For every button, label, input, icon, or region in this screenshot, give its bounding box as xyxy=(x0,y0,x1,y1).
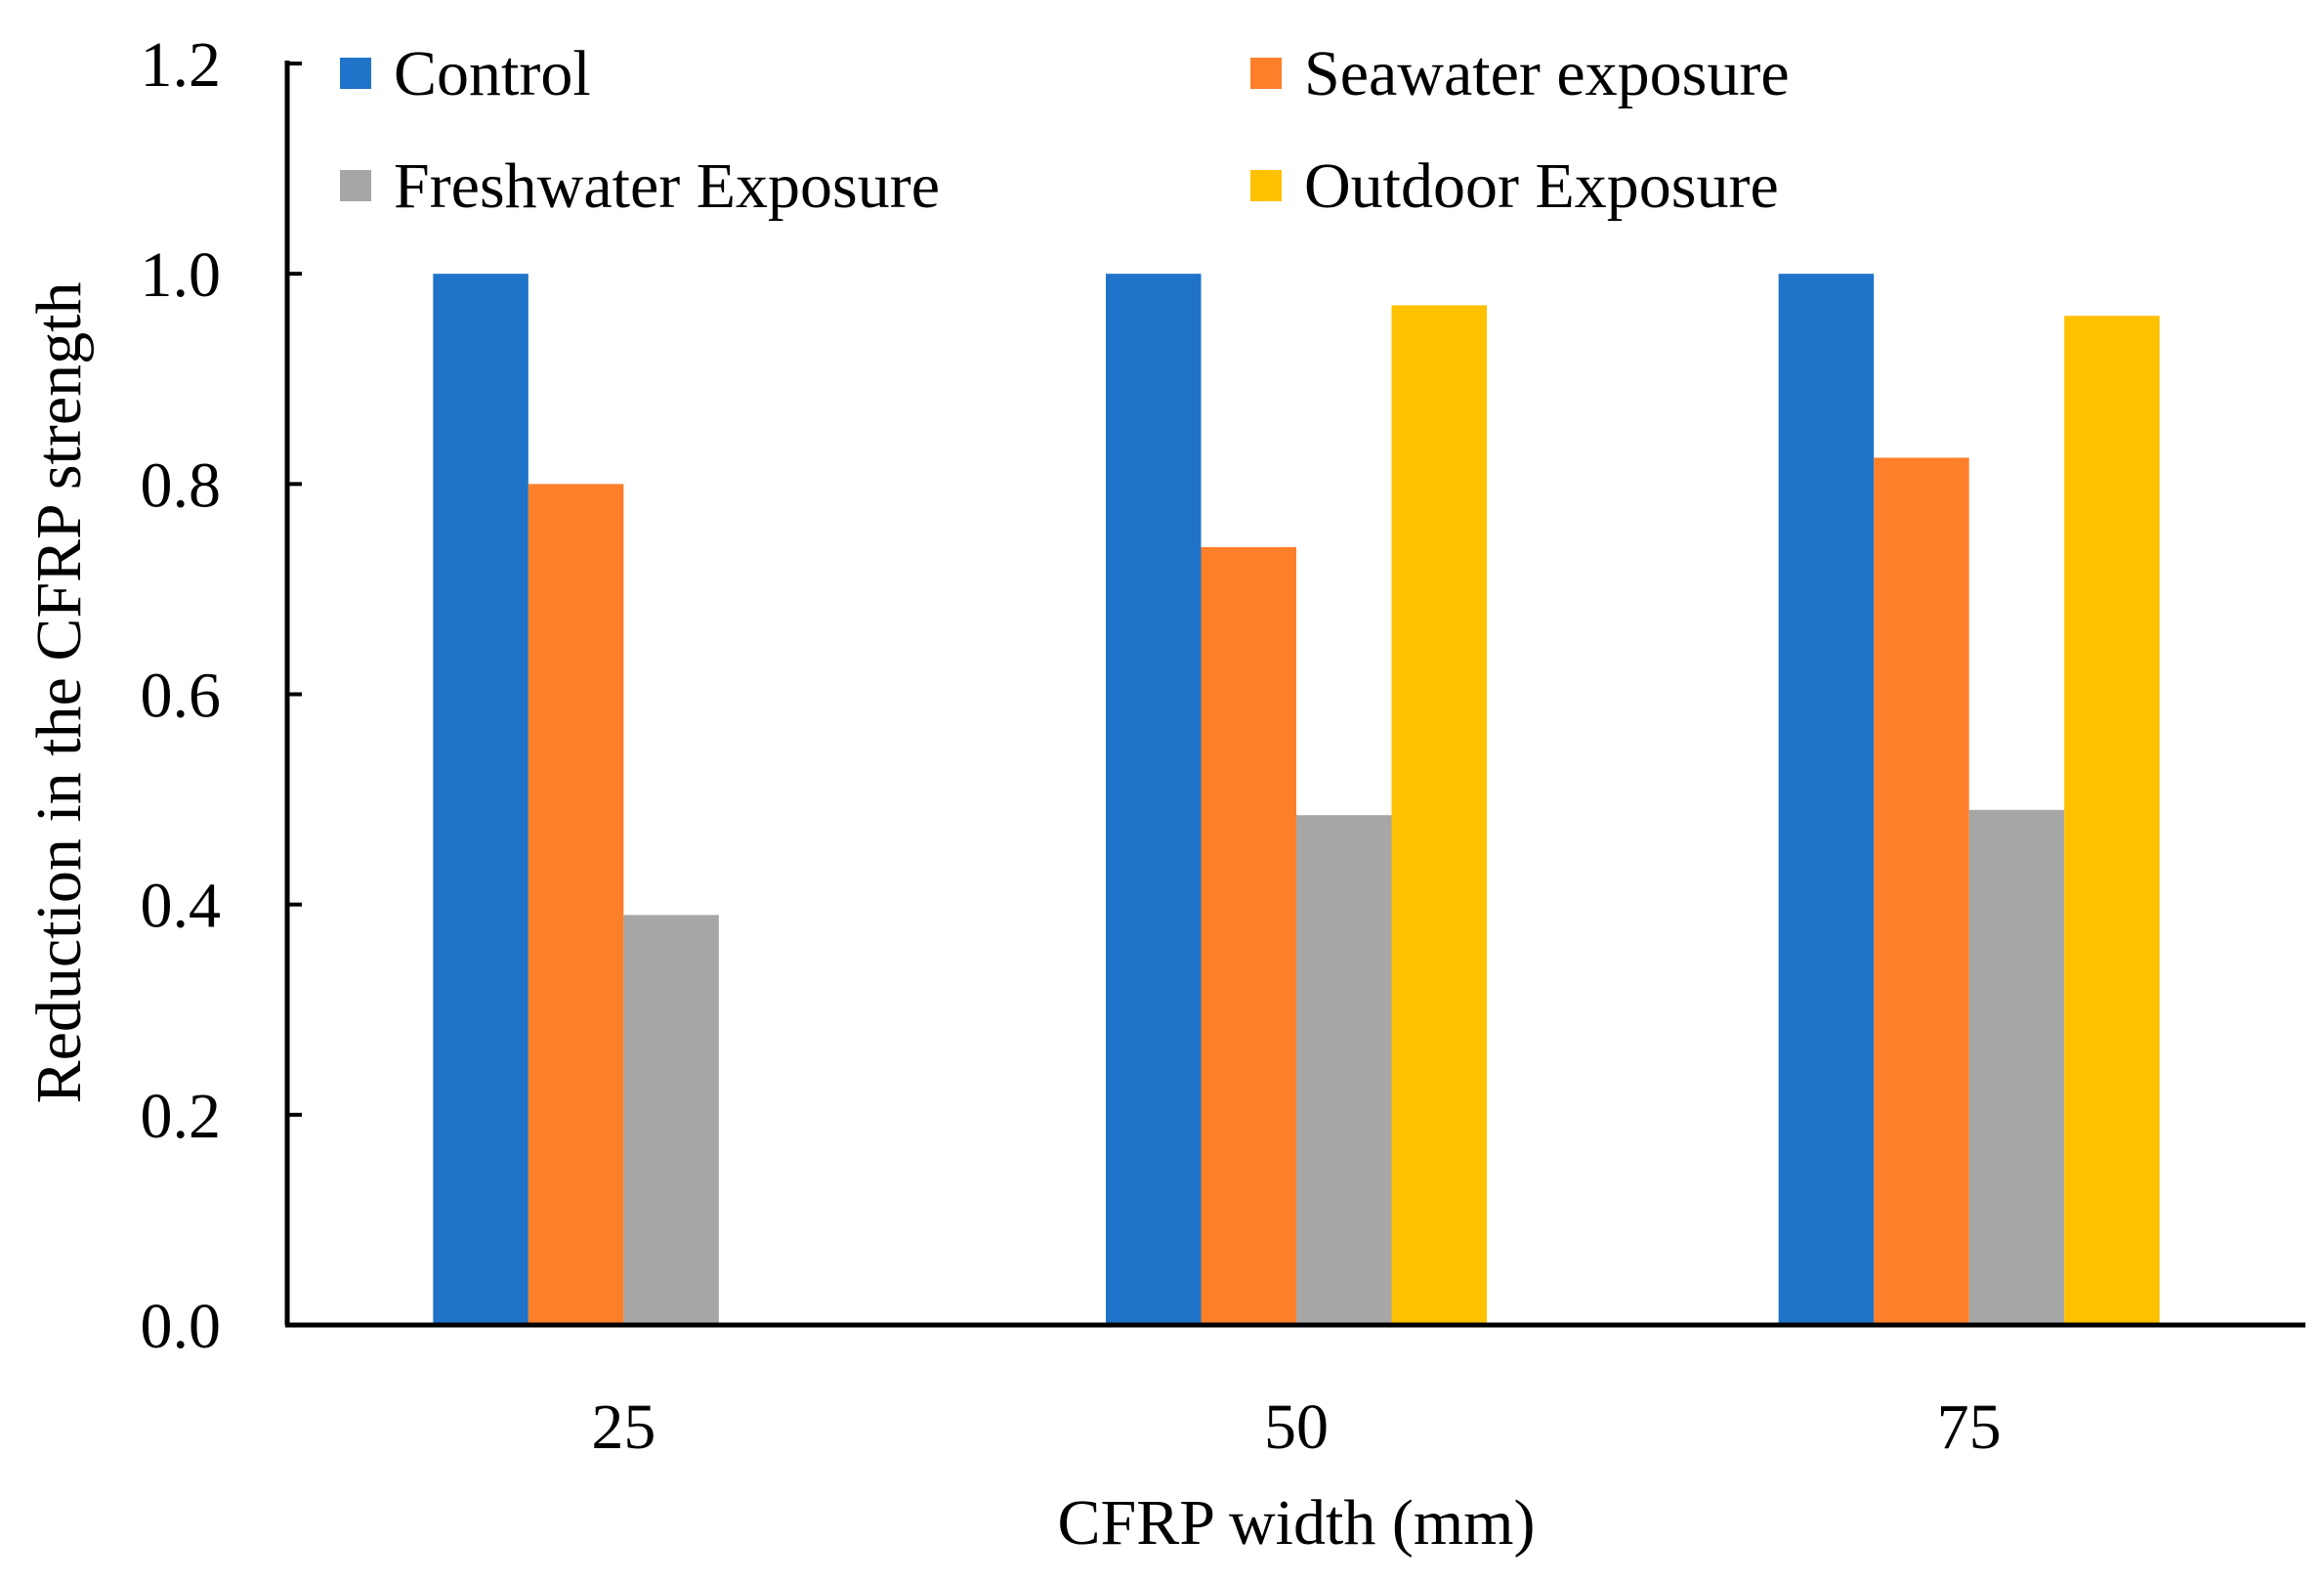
bar-freshwater-exposure-75 xyxy=(1968,809,2065,1325)
x-tick-label: 75 xyxy=(1937,1391,2002,1463)
legend-label: Seawater exposure xyxy=(1304,38,1790,109)
y-axis-ticks: 0.0 0.2 0.4 0.6 0.8 1.0 1.2 xyxy=(141,29,302,1362)
bar-control-50 xyxy=(1106,274,1202,1326)
legend-label: Control xyxy=(394,38,591,109)
y-tick-label: 0.2 xyxy=(141,1081,222,1152)
x-tick-label: 25 xyxy=(591,1391,655,1463)
x-axis-ticks: 25 50 75 xyxy=(591,1391,2001,1463)
bar-outdoor-exposure-50 xyxy=(1391,305,1487,1326)
bar-seawater-exposure-25 xyxy=(528,484,624,1325)
bar-control-25 xyxy=(433,274,528,1326)
y-tick-label: 0.6 xyxy=(141,661,222,732)
bar-freshwater-exposure-25 xyxy=(623,915,719,1325)
legend: Control Seawater exposure Freshwater Expos… xyxy=(340,38,1790,222)
legend-swatch xyxy=(340,58,371,89)
legend-swatch xyxy=(340,170,371,201)
legend-swatch xyxy=(1250,58,1282,89)
bars-layer xyxy=(433,274,2160,1326)
bar-seawater-exposure-50 xyxy=(1201,546,1296,1325)
y-tick-label: 1.0 xyxy=(141,239,222,311)
legend-label: Outdoor Exposure xyxy=(1304,150,1779,222)
bar-seawater-exposure-75 xyxy=(1874,457,1969,1325)
y-tick-label: 0.0 xyxy=(141,1291,222,1362)
y-axis-title: Reduction in the CFRP strength xyxy=(23,282,95,1104)
bar-outdoor-exposure-75 xyxy=(2064,316,2160,1326)
x-tick-label: 50 xyxy=(1264,1391,1329,1463)
y-tick-label: 0.8 xyxy=(141,449,222,521)
bar-control-75 xyxy=(1778,274,1875,1326)
y-tick-label: 1.2 xyxy=(141,29,222,101)
legend-label: Freshwater Exposure xyxy=(394,150,940,222)
legend-swatch xyxy=(1250,170,1282,201)
y-tick-label: 0.4 xyxy=(141,871,222,942)
x-axis-title: CFRP width (mm) xyxy=(1058,1487,1536,1559)
bar-freshwater-exposure-50 xyxy=(1296,815,1392,1325)
